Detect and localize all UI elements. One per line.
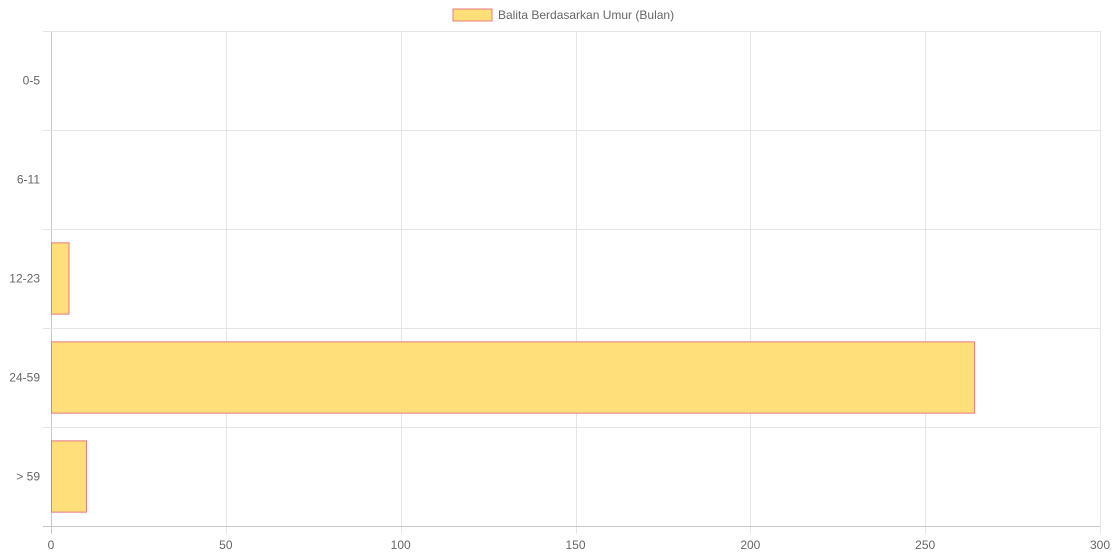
x-tick-label: 50 (219, 538, 233, 552)
x-axis-tick-labels: 0 50 100 150 200 250 300 (48, 538, 1111, 552)
x-tick-label: 150 (565, 538, 585, 552)
x-tick-label: 200 (740, 538, 760, 552)
bar[interactable] (51, 440, 87, 513)
legend[interactable]: Balita Berdasarkan Umur (Bulan) (452, 8, 674, 22)
bar[interactable] (51, 242, 70, 315)
legend-swatch (452, 8, 493, 22)
y-tick-label: 24-59 (9, 371, 40, 385)
y-tick-label: 0-5 (23, 74, 41, 88)
y-tick-label: 12-23 (9, 272, 40, 286)
x-tick-label: 300 (1090, 538, 1110, 552)
x-tick-label: 0 (48, 538, 55, 552)
y-axis-tick-labels: 0-5 6-11 12-23 24-59 > 59 (9, 74, 40, 484)
y-tick-label: 6-11 (17, 173, 40, 187)
bar[interactable] (51, 341, 976, 414)
bars (51, 242, 976, 513)
y-tick-label: > 59 (16, 470, 40, 484)
x-tick-label: 250 (915, 538, 935, 552)
legend-label: Balita Berdasarkan Umur (Bulan) (498, 8, 674, 22)
x-tick-label: 100 (391, 538, 411, 552)
grid-lines (43, 31, 1101, 534)
